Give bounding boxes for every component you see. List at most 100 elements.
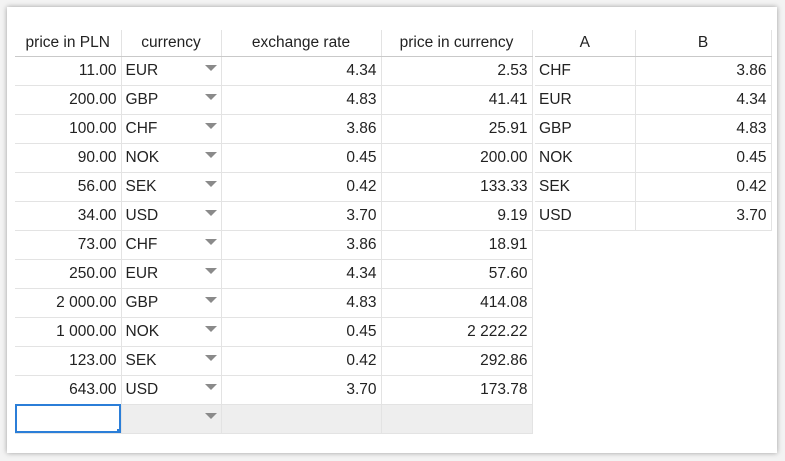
price-in-currency-cell[interactable]: 414.08 xyxy=(381,288,533,318)
price-in-currency-cell[interactable]: 41.41 xyxy=(381,85,533,115)
exchange-rate-cell[interactable]: 4.34 xyxy=(221,56,382,86)
currency-dropdown-cell[interactable]: CHF xyxy=(121,114,222,144)
table-row: 250.00 EUR 4.34 57.60 xyxy=(15,259,533,289)
table-row: EUR 4.34 xyxy=(535,85,772,115)
dropdown-arrow-icon[interactable] xyxy=(204,267,217,274)
currency-dropdown-cell[interactable]: GBP xyxy=(121,288,222,318)
exchange-rate-cell[interactable]: 3.86 xyxy=(221,114,382,144)
dropdown-arrow-icon[interactable] xyxy=(204,383,217,390)
price-pln-cell[interactable]: 123.00 xyxy=(15,346,122,376)
table-row: 100.00 CHF 3.86 25.91 xyxy=(15,114,533,144)
dropdown-arrow-icon[interactable] xyxy=(204,180,217,187)
price-in-currency-cell[interactable]: 2.53 xyxy=(381,56,533,86)
header-exchange-rate[interactable]: exchange rate xyxy=(221,30,382,57)
price-pln-cell[interactable]: 100.00 xyxy=(15,114,122,144)
price-in-currency-cell[interactable]: 133.33 xyxy=(381,172,533,202)
exchange-rate-cell[interactable]: 0.45 xyxy=(221,317,382,347)
exchange-rate-cell[interactable]: 3.70 xyxy=(221,201,382,231)
currency-value: GBP xyxy=(125,90,159,108)
dropdown-arrow-icon[interactable] xyxy=(204,354,217,361)
price-pln-cell[interactable]: 56.00 xyxy=(15,172,122,202)
table-row: SEK 0.42 xyxy=(535,172,772,202)
dropdown-arrow-icon[interactable] xyxy=(204,209,217,216)
dropdown-arrow-icon[interactable] xyxy=(204,325,217,332)
price-in-currency-cell[interactable]: 9.19 xyxy=(381,201,533,231)
currency-value: USD xyxy=(125,380,159,398)
table-row: CHF 3.86 xyxy=(535,56,772,86)
lookup-table-header-row: A B xyxy=(535,30,772,57)
price-pln-cell[interactable]: 2 000.00 xyxy=(15,288,122,318)
exchange-rate-cell[interactable]: 0.45 xyxy=(221,143,382,173)
currency-dropdown-cell[interactable]: USD xyxy=(121,375,222,405)
currency-dropdown-cell[interactable]: CHF xyxy=(121,230,222,260)
price-pln-cell[interactable]: 643.00 xyxy=(15,375,122,405)
price-in-currency-cell[interactable]: 173.78 xyxy=(381,375,533,405)
lookup-currency-cell[interactable]: CHF xyxy=(535,56,636,86)
lookup-rate-cell[interactable]: 3.86 xyxy=(635,56,772,86)
lookup-currency-cell[interactable]: NOK xyxy=(535,143,636,173)
currency-dropdown-cell[interactable]: USD xyxy=(121,201,222,231)
lookup-rate-cell[interactable]: 0.45 xyxy=(635,143,772,173)
exchange-rate-cell[interactable]: 4.83 xyxy=(221,85,382,115)
currency-dropdown-cell[interactable]: SEK xyxy=(121,346,222,376)
selected-cell[interactable] xyxy=(15,404,122,434)
lookup-rate-cell[interactable]: 4.83 xyxy=(635,114,772,144)
dropdown-arrow-icon[interactable] xyxy=(204,238,217,245)
lookup-currency-cell[interactable]: USD xyxy=(535,201,636,231)
currency-dropdown-cell[interactable]: NOK xyxy=(121,317,222,347)
lookup-rate-cell[interactable]: 0.42 xyxy=(635,172,772,202)
header-a[interactable]: A xyxy=(535,30,636,57)
table-row: 200.00 GBP 4.83 41.41 xyxy=(15,85,533,115)
dropdown-arrow-icon[interactable] xyxy=(204,412,217,419)
header-price-in-currency[interactable]: price in currency xyxy=(381,30,533,57)
table-row: USD 3.70 xyxy=(535,201,772,231)
table-row: 73.00 CHF 3.86 18.91 xyxy=(15,230,533,260)
price-in-currency-cell[interactable]: 25.91 xyxy=(381,114,533,144)
lookup-rate-cell[interactable]: 4.34 xyxy=(635,85,772,115)
price-pln-cell[interactable]: 1 000.00 xyxy=(15,317,122,347)
dropdown-arrow-icon[interactable] xyxy=(204,93,217,100)
exchange-rate-cell[interactable]: 0.42 xyxy=(221,346,382,376)
header-currency[interactable]: currency xyxy=(121,30,222,57)
table-row: 56.00 SEK 0.42 133.33 xyxy=(15,172,533,202)
price-table: price in PLN currency exchange rate pric… xyxy=(15,30,533,434)
header-b[interactable]: B xyxy=(635,30,772,57)
price-pln-cell[interactable]: 11.00 xyxy=(15,56,122,86)
exchange-rate-cell[interactable]: 3.70 xyxy=(221,375,382,405)
lookup-rate-cell[interactable]: 3.70 xyxy=(635,201,772,231)
dropdown-arrow-icon[interactable] xyxy=(204,296,217,303)
exchange-rate-cell[interactable]: 0.42 xyxy=(221,172,382,202)
header-price-pln[interactable]: price in PLN xyxy=(15,30,122,57)
exchange-rate-cell[interactable]: 4.34 xyxy=(221,259,382,289)
price-in-currency-cell[interactable]: 57.60 xyxy=(381,259,533,289)
currency-dropdown-cell[interactable]: GBP xyxy=(121,85,222,115)
price-pln-cell[interactable]: 200.00 xyxy=(15,85,122,115)
price-in-currency-cell[interactable]: 200.00 xyxy=(381,143,533,173)
dropdown-arrow-icon[interactable] xyxy=(204,64,217,71)
exchange-rate-cell[interactable] xyxy=(221,404,382,434)
price-in-currency-cell[interactable]: 292.86 xyxy=(381,346,533,376)
fill-handle[interactable] xyxy=(116,428,120,432)
price-pln-cell[interactable]: 73.00 xyxy=(15,230,122,260)
price-pln-cell[interactable]: 90.00 xyxy=(15,143,122,173)
dropdown-arrow-icon[interactable] xyxy=(204,122,217,129)
currency-dropdown-cell[interactable] xyxy=(121,404,222,434)
price-pln-cell[interactable]: 250.00 xyxy=(15,259,122,289)
empty-input-row xyxy=(15,404,533,434)
exchange-rate-cell[interactable]: 3.86 xyxy=(221,230,382,260)
currency-value: CHF xyxy=(125,235,158,253)
lookup-currency-cell[interactable]: SEK xyxy=(535,172,636,202)
currency-dropdown-cell[interactable]: NOK xyxy=(121,143,222,173)
dropdown-arrow-icon[interactable] xyxy=(204,151,217,158)
lookup-currency-cell[interactable]: GBP xyxy=(535,114,636,144)
currency-dropdown-cell[interactable]: SEK xyxy=(121,172,222,202)
price-in-currency-cell[interactable]: 18.91 xyxy=(381,230,533,260)
price-in-currency-cell[interactable] xyxy=(381,404,533,434)
price-in-currency-cell[interactable]: 2 222.22 xyxy=(381,317,533,347)
currency-dropdown-cell[interactable]: EUR xyxy=(121,259,222,289)
price-pln-cell[interactable]: 34.00 xyxy=(15,201,122,231)
lookup-currency-cell[interactable]: EUR xyxy=(535,85,636,115)
currency-value: NOK xyxy=(125,148,160,166)
currency-dropdown-cell[interactable]: EUR xyxy=(121,56,222,86)
exchange-rate-cell[interactable]: 4.83 xyxy=(221,288,382,318)
